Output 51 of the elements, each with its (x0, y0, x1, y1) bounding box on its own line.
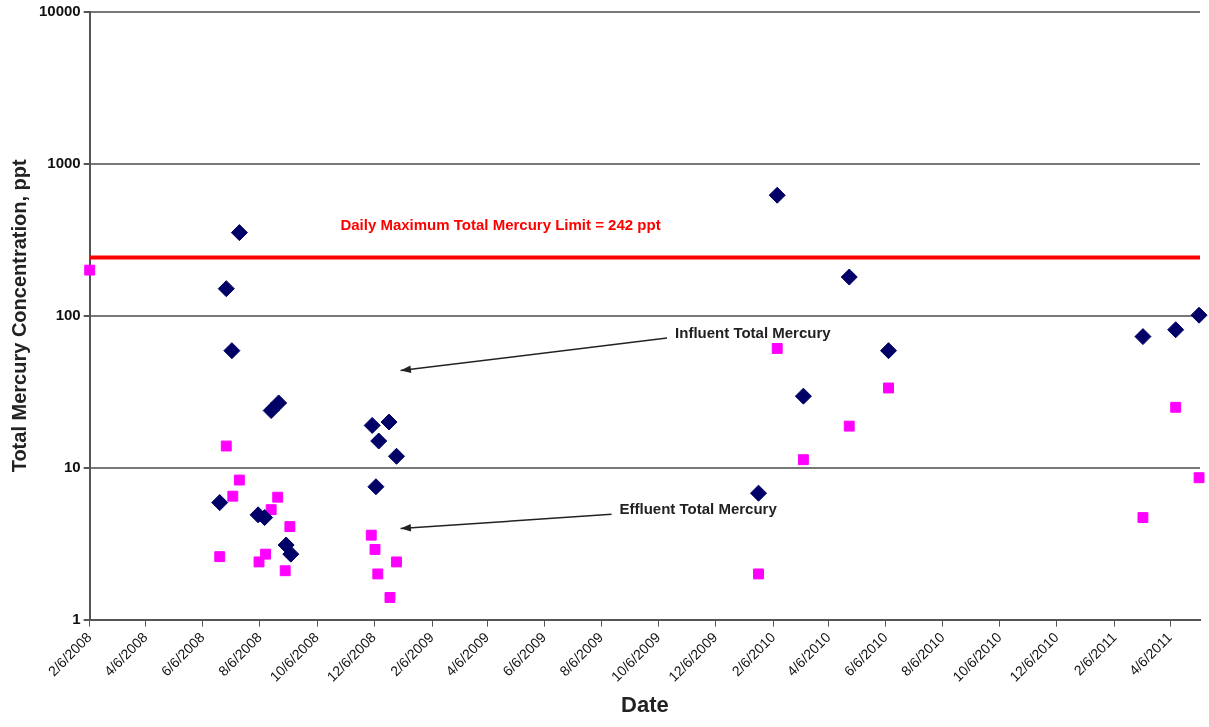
point (794, 387, 812, 405)
y-tick-label: 1000 (47, 154, 81, 172)
point (372, 568, 384, 580)
point (217, 280, 235, 298)
point (270, 394, 288, 412)
point (227, 490, 239, 502)
point (797, 454, 809, 466)
point (771, 343, 783, 354)
point (883, 382, 894, 394)
point (1137, 512, 1149, 524)
y-axis-title: Total Mercury Concentration, ppt (7, 159, 30, 473)
point (384, 592, 396, 603)
y-tick-label: 100 (55, 305, 81, 323)
point (84, 264, 96, 276)
point (370, 432, 388, 450)
point (220, 440, 232, 452)
point (260, 548, 272, 560)
point (363, 416, 381, 434)
annotation: Effluent Total Mercury (619, 500, 778, 518)
point (223, 342, 241, 360)
point (284, 521, 296, 533)
point (1193, 472, 1205, 484)
x-axis-title: Date (621, 691, 669, 717)
point (880, 342, 898, 360)
point (369, 543, 381, 555)
point (843, 420, 855, 432)
point (1170, 401, 1182, 413)
point (1134, 328, 1152, 346)
point (282, 545, 300, 563)
point (380, 413, 398, 431)
point (750, 484, 767, 502)
point (1190, 306, 1208, 324)
point (388, 447, 406, 465)
point (753, 568, 764, 580)
point (1167, 321, 1185, 339)
point (279, 565, 291, 577)
point (230, 224, 248, 242)
point (367, 478, 385, 496)
y-tick-label: 10000 (38, 2, 81, 20)
point (391, 556, 402, 568)
point (840, 268, 858, 286)
point (365, 529, 377, 541)
point (768, 186, 786, 204)
point (272, 491, 284, 503)
point (214, 551, 226, 563)
ref-line-label: Daily Maximum Total Mercury Limit = 242 ppt (340, 216, 661, 234)
point (233, 474, 245, 486)
y-tick-label: 1 (72, 609, 81, 627)
annotation: Influent Total Mercury (675, 324, 832, 342)
point (211, 494, 229, 512)
y-tick-label: 10 (64, 457, 81, 475)
